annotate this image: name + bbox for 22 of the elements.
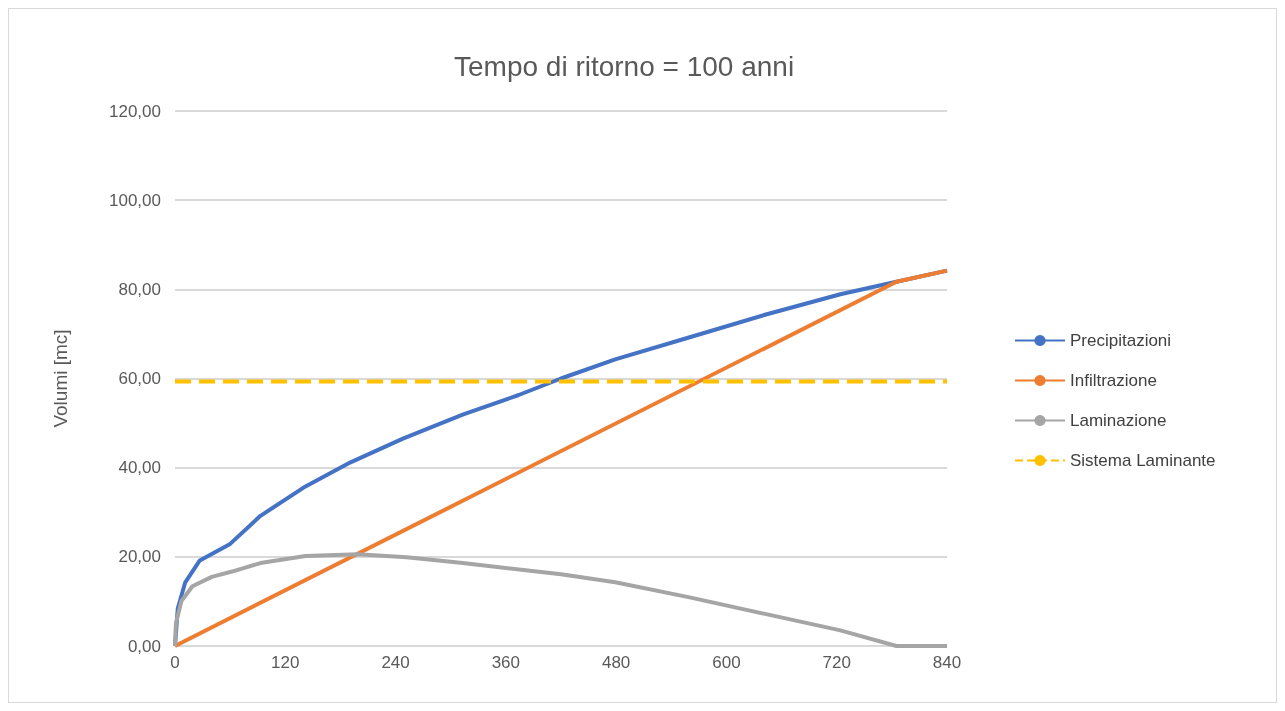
y-tick-label: 120,00 [109,101,161,121]
legend-label: Precipitazioni [1070,331,1172,350]
x-tick-label: 360 [491,653,521,672]
chart-title: Tempo di ritorno = 100 anni [454,50,795,82]
x-tick-label: 240 [381,653,410,672]
y-tick-label: 100,00 [109,190,161,210]
y-axis-title: Volumi [mc] [50,329,71,428]
legend-label: Sistema Laminante [1070,451,1216,470]
x-tick-label: 480 [601,653,631,672]
y-tick-label: 40,00 [118,458,161,478]
x-tick-label: 120 [271,653,300,672]
x-tick-label: 720 [822,653,851,672]
line-series [173,552,949,648]
y-tick-label: 80,00 [118,279,161,299]
y-tick-label: 20,00 [118,547,161,567]
x-tick-label: 600 [712,653,741,672]
y-tick-label: 0,00 [127,636,161,656]
legend-label: Infiltrazione [1070,371,1157,390]
legend-label: Laminazione [1070,411,1167,430]
x-tick-label: 840 [932,653,962,672]
x-tick-label: 0 [170,653,180,672]
y-tick-label: 60,00 [118,369,161,388]
